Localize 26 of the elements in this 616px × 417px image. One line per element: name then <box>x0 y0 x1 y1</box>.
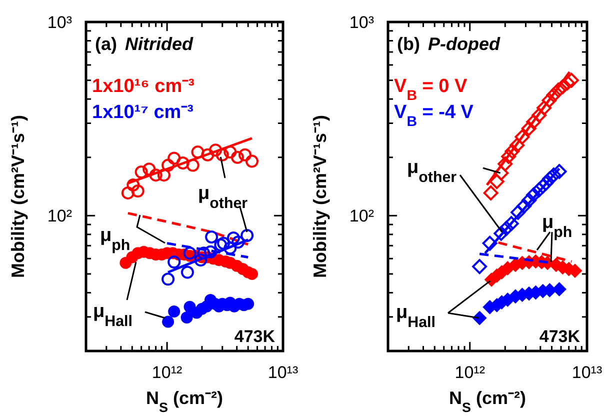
annotation: μ$_{ph}$ <box>542 212 572 240</box>
y-tick-label: 10² <box>349 206 374 226</box>
x-axis-title: N$_{S}$ (cm⁻²) <box>146 388 224 414</box>
x-axis-title: N$_{S}$ (cm⁻²) <box>448 388 526 414</box>
x-tick-label: 10¹³ <box>572 363 602 382</box>
annotation: μ$_{ph}$ <box>100 225 130 254</box>
text: (b) P-doped <box>397 34 501 54</box>
annotation: μ$_{other}$ <box>407 157 457 186</box>
annotation: μ$_{Hall}$ <box>396 302 436 330</box>
y-axis-title: Mobility (cm²V⁻¹s⁻¹) <box>8 115 28 278</box>
annotation: 473K <box>234 327 276 346</box>
x-tick-label: 10¹² <box>152 363 182 382</box>
y-tick-label: 10³ <box>349 13 374 32</box>
text: 1x10¹⁷ cm⁻³ <box>92 102 194 123</box>
text: V$_{B}$ = -4 V <box>394 102 474 130</box>
y-axis-title: Mobility (cm²V⁻¹s⁻¹) <box>310 115 330 278</box>
annotation: 473K <box>539 327 581 346</box>
annotation: μ$_{Hall}$ <box>93 301 132 330</box>
annotation: μ$_{other}$ <box>198 183 248 212</box>
y-tick-label: 10² <box>47 206 72 226</box>
x-tick-label: 10¹² <box>454 363 486 382</box>
text: V$_{B}$ = 0 V <box>394 76 468 104</box>
text: 1x10¹⁶ cm⁻³ <box>92 76 194 97</box>
x-tick-label: 10¹³ <box>268 363 298 382</box>
y-tick-label: 10³ <box>47 13 72 32</box>
text: (a) Nitrided <box>95 34 194 54</box>
